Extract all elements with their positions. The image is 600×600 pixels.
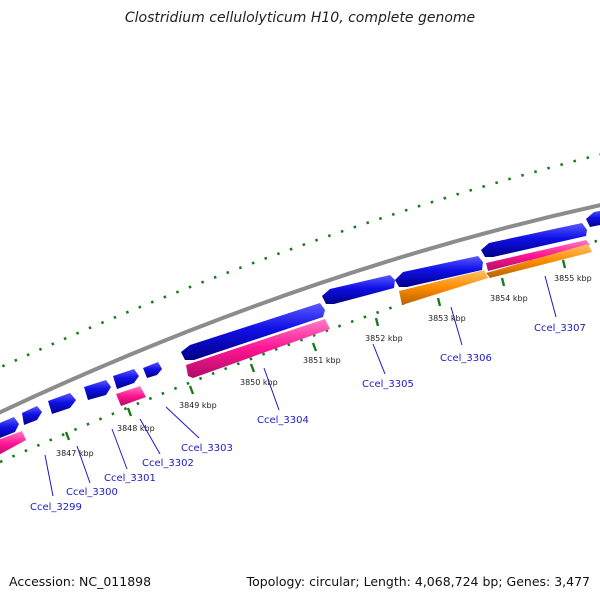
genome-backbone	[0, 203, 600, 415]
gene-leader-line	[44, 454, 54, 497]
gene-reverse	[0, 431, 26, 455]
gene-forward	[22, 406, 42, 425]
gene-leader-line	[450, 306, 463, 346]
kbp-tick	[126, 407, 133, 417]
kbp-label: 3850 kbp	[240, 378, 278, 387]
kbp-label: 3852 kbp	[365, 334, 403, 343]
forward-genes	[0, 210, 600, 438]
kbp-tick	[64, 431, 71, 441]
kbp-tick	[561, 259, 567, 269]
gene-label: Ccel_3304	[257, 415, 309, 426]
gene-label: Ccel_3301	[104, 473, 156, 484]
kbp-label: 3851 kbp	[303, 356, 341, 365]
gene-reverse	[486, 244, 592, 278]
kbp-label: 3848 kbp	[117, 424, 155, 433]
map-title: Clostridium cellulolyticum H10, complete…	[124, 10, 476, 26]
kbp-tick	[500, 277, 506, 287]
gene-forward	[48, 393, 76, 414]
gene-forward	[481, 223, 587, 257]
gene-forward	[113, 369, 139, 389]
gene-leader-line	[372, 343, 386, 375]
kbp-label: 3854 kbp	[490, 294, 528, 303]
gene-leader-line	[165, 406, 200, 439]
gene-leader-line	[544, 275, 557, 318]
gene-forward	[322, 275, 395, 304]
gene-reverse	[186, 319, 330, 378]
gene-forward	[84, 380, 111, 400]
accession-text: Accession: NC_011898	[9, 574, 152, 589]
kbp-tick	[374, 317, 380, 327]
gene-reverse	[399, 270, 488, 305]
gene-leader-line	[111, 428, 128, 470]
gene-label: Ccel_3305	[362, 379, 414, 390]
gene-label: Ccel_3300	[66, 487, 118, 498]
gene-label: Ccel_3299	[30, 502, 82, 513]
kbp-label: 3849 kbp	[179, 401, 217, 410]
gene-forward	[395, 256, 483, 287]
outer-tick-ring	[0, 153, 600, 369]
kbp-label: 3855 kbp	[554, 274, 592, 283]
genome-summary-text: Topology: circular; Length: 4,068,724 bp…	[246, 574, 590, 589]
kbp-label: 3847 kbp	[56, 449, 94, 458]
kbp-tick	[311, 342, 318, 352]
gene-label: Ccel_3307	[534, 323, 586, 334]
gene-leader-line	[263, 367, 280, 411]
gene-reverse	[116, 386, 146, 406]
gene-forward	[143, 362, 162, 378]
kbp-tick	[436, 297, 442, 307]
gene-forward	[0, 417, 19, 438]
gene-label: Ccel_3306	[440, 353, 492, 364]
gene-leader-line	[76, 445, 91, 484]
kbp-tick	[188, 385, 195, 395]
kbp-label: 3853 kbp	[428, 314, 466, 323]
inner-tick-ring	[0, 238, 600, 464]
gene-label: Ccel_3303	[181, 443, 233, 454]
gene-forward	[181, 303, 325, 360]
gene-reverse	[486, 240, 590, 271]
gene-forward	[586, 210, 600, 227]
gene-label: Ccel_3302	[142, 458, 194, 469]
gene-leader-line	[139, 418, 161, 455]
kbp-tick	[249, 363, 256, 373]
reverse-genes	[0, 240, 592, 455]
